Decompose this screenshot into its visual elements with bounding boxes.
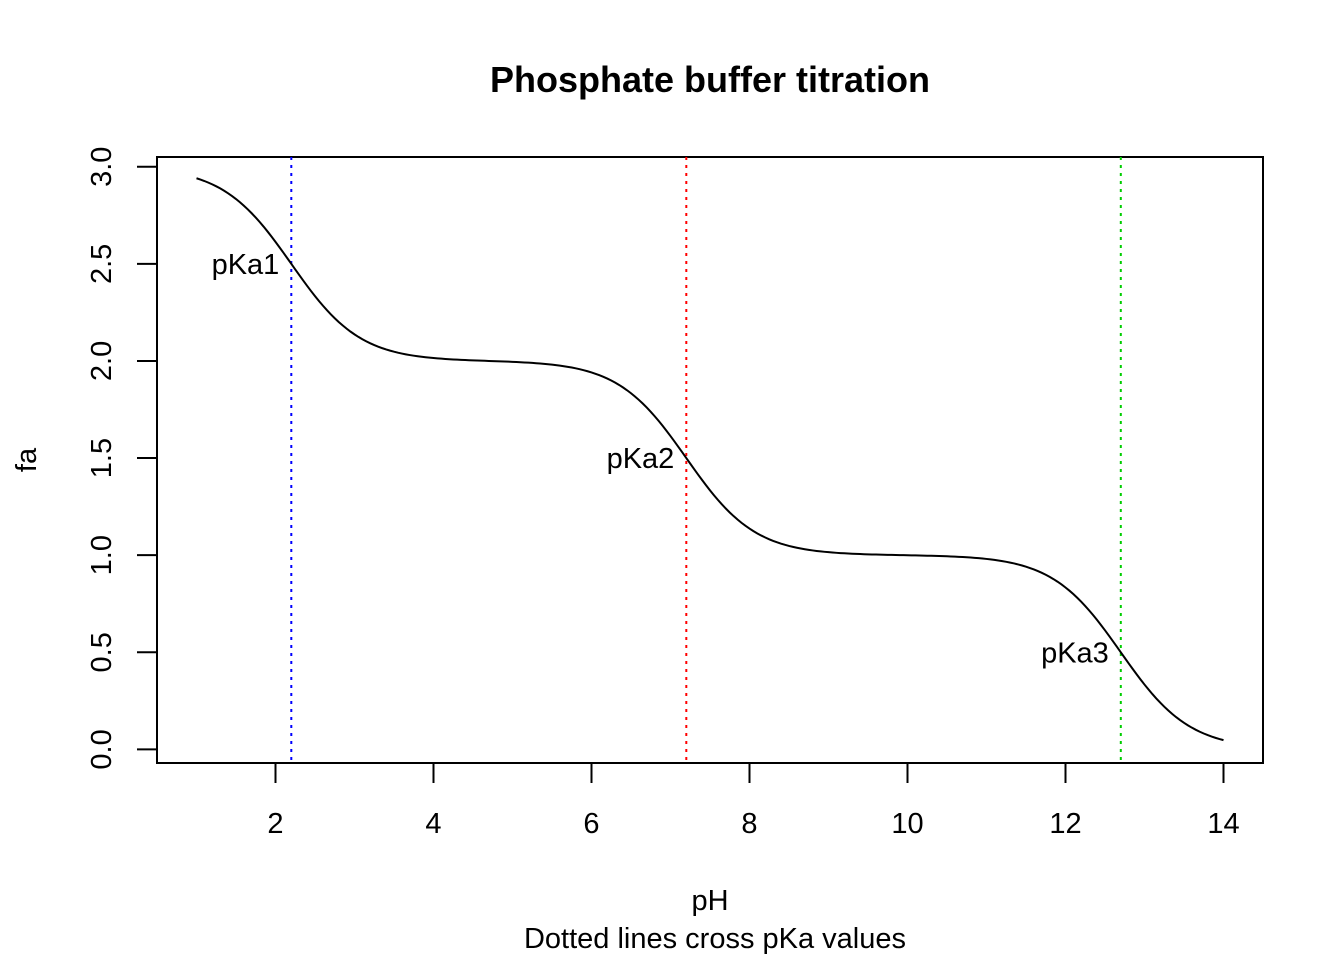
titration-curve bbox=[196, 177, 1224, 742]
y-axis-label: fa bbox=[11, 447, 43, 472]
pka-annotation: pKa1 bbox=[212, 249, 280, 281]
y-tick-label: 1.5 bbox=[86, 438, 118, 478]
chart-subtitle: Dotted lines cross pKa values bbox=[524, 923, 906, 955]
y-tick-label: 2.5 bbox=[86, 244, 118, 284]
y-tick-label: 2.0 bbox=[86, 341, 118, 381]
annotation-layer: pKa1 pKa2 pKa3 bbox=[212, 249, 1109, 669]
x-tick-label: 6 bbox=[583, 808, 599, 840]
x-tick-label: 8 bbox=[741, 808, 757, 840]
plot-frame bbox=[156, 156, 1264, 764]
x-tick-label: 14 bbox=[1207, 808, 1239, 840]
chart-title: Phosphate buffer titration bbox=[490, 59, 930, 100]
y-tick-label: 3.0 bbox=[86, 147, 118, 187]
x-tick-label: 10 bbox=[891, 808, 923, 840]
curve-layer bbox=[196, 177, 1224, 742]
y-tick-label: 0.5 bbox=[86, 632, 118, 672]
x-tick-label: 12 bbox=[1049, 808, 1081, 840]
x-axis: 2 4 6 8 10 12 14 bbox=[267, 762, 1240, 840]
x-tick-label: 4 bbox=[425, 808, 441, 840]
x-axis-label: pH bbox=[691, 885, 728, 917]
pka-annotation: pKa2 bbox=[607, 443, 675, 475]
y-axis: 0.0 0.5 1.0 1.5 2.0 2.5 3.0 bbox=[86, 147, 158, 770]
y-tick-label: 0.0 bbox=[86, 729, 118, 769]
y-tick-label: 1.0 bbox=[86, 535, 118, 575]
x-tick-label: 2 bbox=[267, 808, 283, 840]
pka-annotation: pKa3 bbox=[1041, 637, 1109, 669]
pka-lines bbox=[290, 157, 1122, 763]
